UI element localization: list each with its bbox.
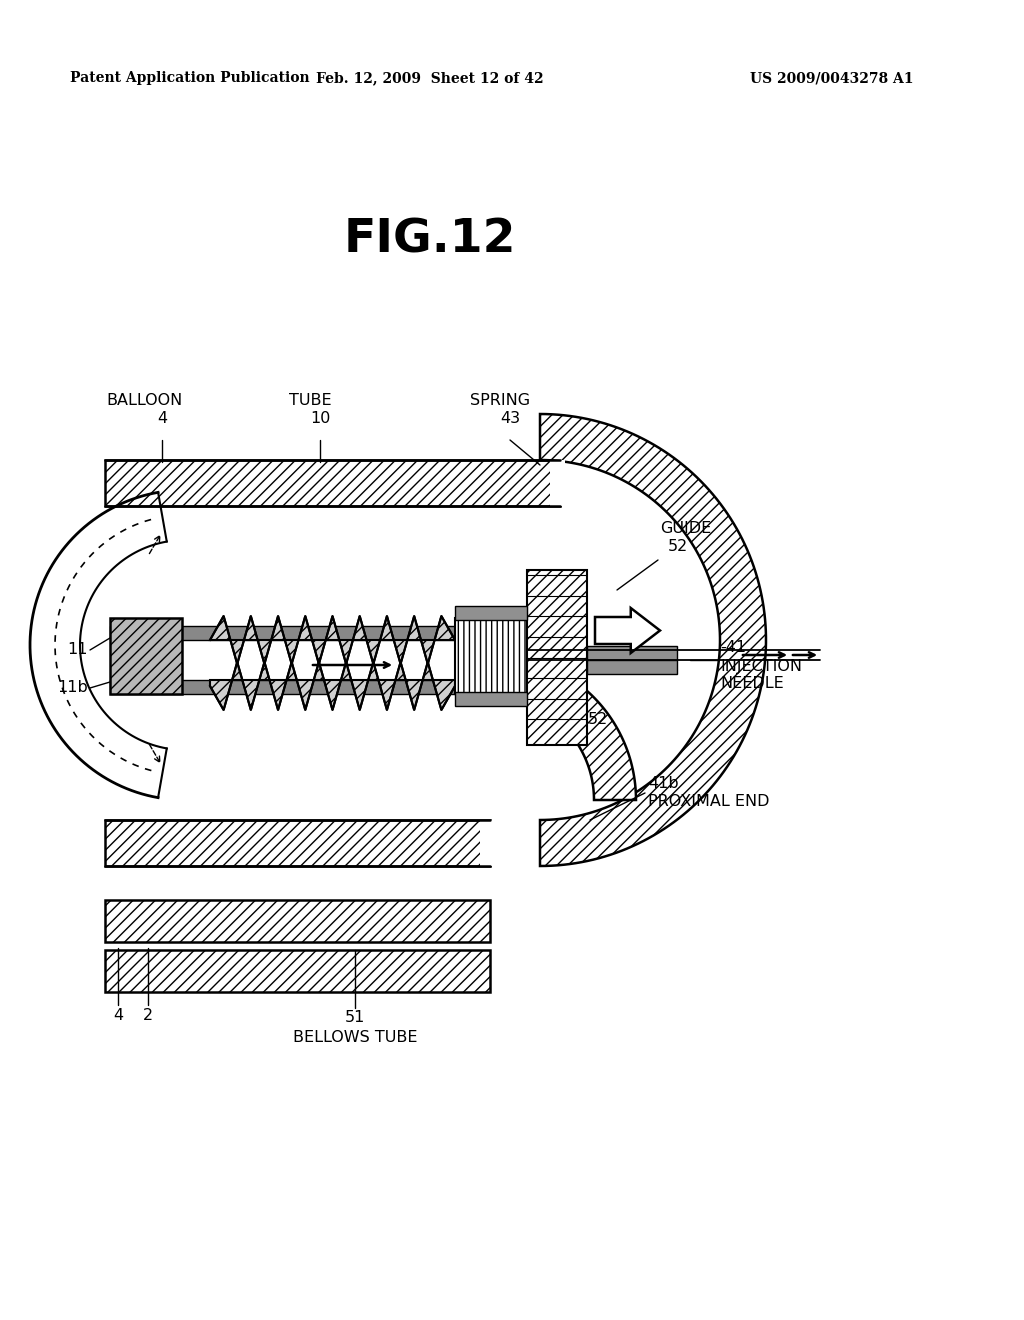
Bar [110,680,527,694]
Polygon shape [490,653,636,800]
Bar [455,692,527,706]
Text: PROXIMAL END: PROXIMAL END [648,795,769,809]
Text: FIG.12: FIG.12 [344,218,516,263]
Text: 41b: 41b [648,776,679,792]
Text: 43: 43 [500,411,520,426]
Polygon shape [210,616,455,664]
Text: -41: -41 [720,640,746,656]
Bar [105,459,560,506]
Bar [455,606,527,620]
Text: 4: 4 [113,1007,123,1023]
Polygon shape [210,663,455,710]
Text: GUIDE: GUIDE [660,521,712,536]
Bar [527,570,587,744]
Text: INJECTION: INJECTION [720,659,802,673]
Bar [110,618,182,694]
Text: BELLOWS TUBE: BELLOWS TUBE [293,1031,417,1045]
Text: 11: 11 [68,643,88,657]
Text: 4: 4 [157,411,167,426]
Text: SPRING: SPRING [470,393,530,408]
Bar [587,660,677,675]
Text: 52: 52 [588,713,608,727]
Text: 10: 10 [310,411,330,426]
Text: 52: 52 [668,539,688,554]
Bar [587,645,677,660]
Text: 2: 2 [143,1007,153,1023]
Bar [105,950,490,993]
Text: 51: 51 [345,1011,366,1026]
Text: Patent Application Publication: Patent Application Publication [70,71,309,84]
Polygon shape [595,609,660,653]
Text: BALLOON: BALLOON [106,393,183,408]
Text: US 2009/0043278 A1: US 2009/0043278 A1 [750,71,913,84]
Text: 11b: 11b [57,681,88,696]
Bar [105,820,490,866]
Bar [110,626,527,640]
Text: Feb. 12, 2009  Sheet 12 of 42: Feb. 12, 2009 Sheet 12 of 42 [316,71,544,84]
Polygon shape [540,414,766,866]
Text: NEEDLE: NEEDLE [720,676,783,692]
Bar [480,820,495,866]
Bar [455,618,527,694]
Text: TUBE: TUBE [289,393,332,408]
Bar [550,459,565,506]
Bar [105,900,490,942]
